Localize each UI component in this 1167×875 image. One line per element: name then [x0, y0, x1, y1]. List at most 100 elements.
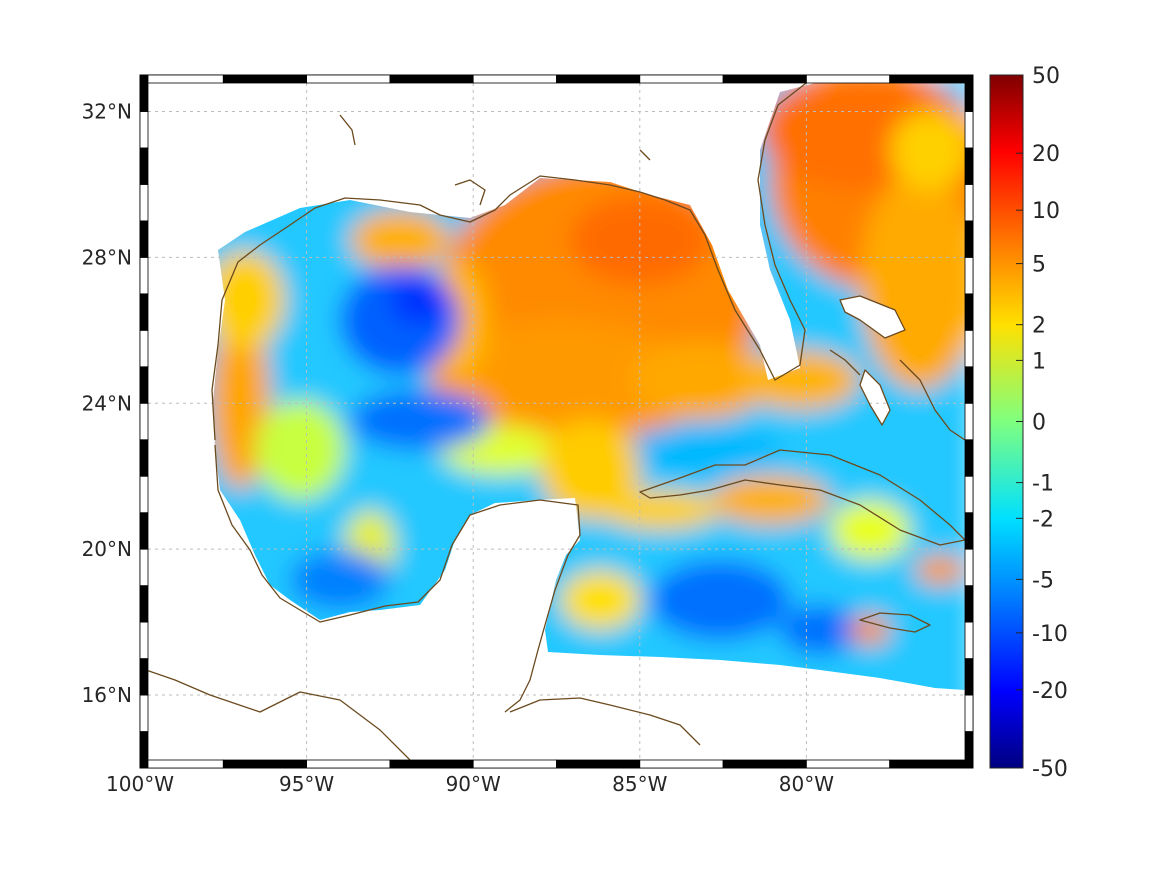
field-patch	[620, 425, 780, 475]
colorbar-label: -5	[1032, 568, 1054, 593]
field-patch	[213, 250, 285, 350]
frame-segment	[722, 759, 807, 769]
frame-segment	[639, 759, 724, 769]
bahamas-land	[840, 296, 905, 338]
frame-segment	[139, 293, 149, 331]
frame-segment	[306, 759, 391, 769]
frame-segment	[139, 147, 149, 185]
field-patch	[780, 605, 860, 655]
colorbar-label: 10	[1032, 199, 1060, 224]
x-tick-label: 95°W	[279, 772, 334, 796]
frame-segment	[964, 585, 974, 623]
frame-segment	[306, 74, 391, 84]
colorbar-label: -20	[1032, 679, 1068, 704]
frame-segment	[139, 585, 149, 623]
frame-segment	[964, 74, 974, 112]
frame-segment	[139, 759, 224, 769]
map-frame	[139, 74, 974, 769]
field-patch	[915, 555, 965, 585]
frame-segment	[964, 512, 974, 550]
y-tick-label: 20°N	[82, 537, 132, 561]
frame-segment	[139, 220, 149, 258]
frame-segment	[139, 731, 149, 769]
coastline-segment	[148, 670, 411, 760]
graticule	[148, 83, 965, 760]
field-patch	[650, 560, 790, 640]
frame-segment	[139, 548, 149, 587]
field-patch	[290, 550, 390, 610]
coastline-segment	[829, 349, 861, 376]
frame-segment	[964, 184, 974, 222]
field-patch	[350, 390, 490, 450]
frame-segment	[964, 475, 974, 514]
field-patch	[540, 420, 640, 520]
field-patch	[213, 310, 270, 490]
field-patch	[740, 350, 860, 410]
y-tick-label: 28°N	[82, 245, 132, 269]
frame-segment	[139, 475, 149, 514]
frame-segment	[964, 402, 974, 441]
andros-land	[860, 370, 890, 425]
frame-segment	[389, 74, 474, 84]
coastline-segment	[859, 369, 891, 426]
frame-segment	[639, 74, 724, 84]
frame-segment	[964, 293, 974, 331]
frame-segment	[139, 694, 149, 732]
frame-segment	[964, 366, 974, 404]
frame-segment	[964, 439, 974, 477]
y-tick-label: 24°N	[82, 391, 132, 415]
frame-segment	[806, 74, 891, 84]
colorbar-label: -2	[1032, 507, 1054, 532]
x-tick-label: 85°W	[612, 772, 667, 796]
frame-segment	[964, 548, 974, 587]
coastline-segment	[639, 149, 651, 161]
frame-segment	[964, 220, 974, 258]
frame-segment	[139, 366, 149, 404]
coastline	[148, 83, 965, 760]
frame-segment	[139, 512, 149, 550]
colorbar-label: -1	[1032, 472, 1054, 497]
x-tick-label: 100°W	[106, 772, 174, 796]
coastline-segment	[211, 83, 808, 441]
frame-segment	[222, 759, 308, 769]
field-patch	[850, 615, 890, 645]
colorbar-label: -10	[1032, 622, 1068, 647]
field-patch	[390, 275, 450, 325]
field-patch	[890, 110, 965, 190]
coastline-segment	[454, 179, 486, 206]
frame-segment	[139, 111, 149, 149]
x-tick-label: 80°W	[779, 772, 834, 796]
frame-segment	[964, 694, 974, 732]
field-patch	[630, 340, 770, 420]
coastline-segment	[859, 612, 931, 633]
frame-segment	[139, 256, 149, 295]
field-patch	[255, 400, 345, 500]
frame-segment	[964, 731, 974, 769]
frame-segment	[389, 759, 474, 769]
frame-segment	[889, 759, 974, 769]
field-patch	[830, 500, 910, 560]
coastline-segment	[639, 449, 965, 546]
frame-segment	[556, 759, 641, 769]
frame-segment	[964, 111, 974, 149]
frame-segment	[472, 759, 557, 769]
y-tick-label: 16°N	[82, 683, 132, 707]
colorbar-label: 1	[1032, 349, 1046, 374]
frame-segment	[722, 74, 807, 84]
frame-segment	[964, 147, 974, 185]
frame-segment	[139, 658, 149, 696]
axis-ticks: 100°W 95°W 90°W 85°W 80°W 16°N 20°N 24°N 28°N 32°…	[82, 99, 835, 796]
frame-segment	[556, 74, 641, 84]
colorbar-label: 20	[1032, 142, 1060, 167]
colorbar-label: -50	[1032, 757, 1068, 782]
field-patch	[860, 170, 965, 390]
coastline-segment	[839, 295, 906, 339]
frame-segment	[139, 439, 149, 477]
frame-segment	[964, 329, 974, 368]
coastline-segment	[899, 359, 965, 441]
x-tick-label: 90°W	[446, 772, 501, 796]
frame-segment	[139, 621, 149, 659]
field-patch	[350, 210, 450, 270]
